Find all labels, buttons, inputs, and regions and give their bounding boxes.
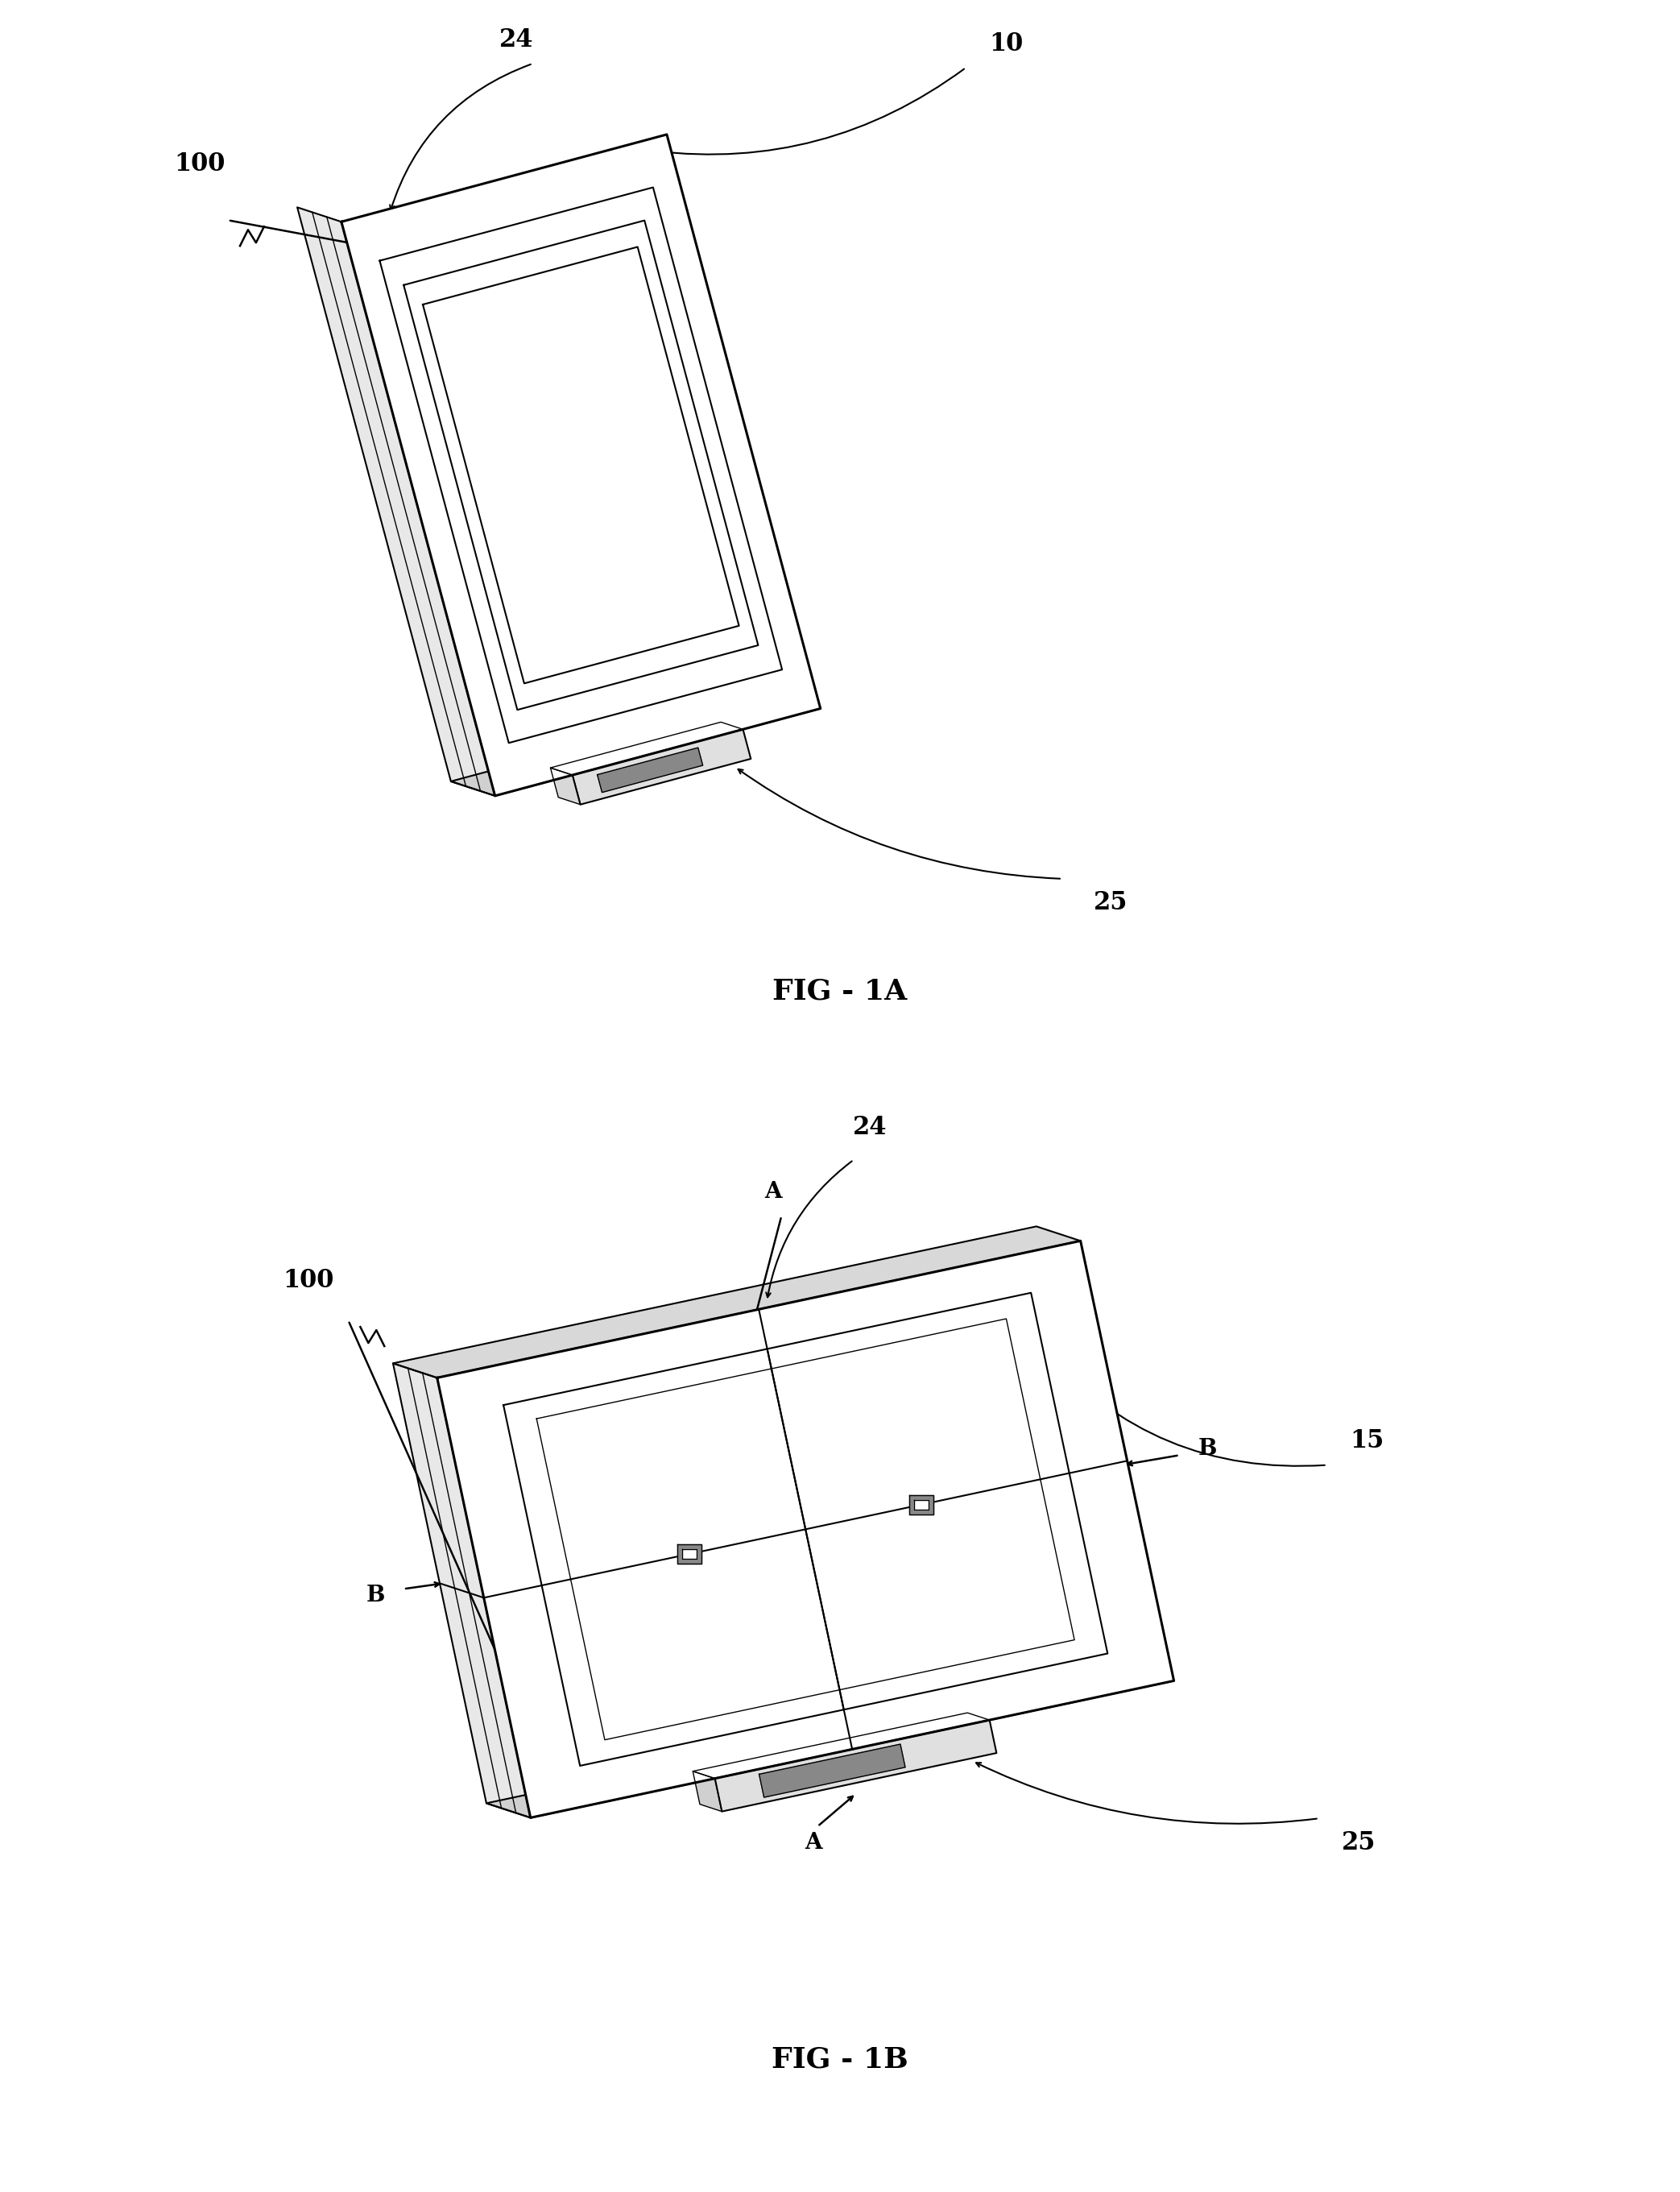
Polygon shape <box>380 186 783 743</box>
Polygon shape <box>403 221 758 710</box>
Polygon shape <box>716 1721 996 1811</box>
Text: 100: 100 <box>175 151 225 178</box>
Polygon shape <box>450 695 820 796</box>
Polygon shape <box>677 1545 702 1563</box>
Text: A: A <box>805 1833 822 1854</box>
Text: 10: 10 <box>990 31 1023 57</box>
Polygon shape <box>487 1666 1174 1817</box>
Text: 24: 24 <box>852 1116 887 1140</box>
Polygon shape <box>598 747 702 791</box>
Text: 100: 100 <box>282 1267 334 1293</box>
Text: FIG - 1B: FIG - 1B <box>771 2045 909 2074</box>
Polygon shape <box>393 1225 1080 1379</box>
Text: B: B <box>366 1585 385 1607</box>
Polygon shape <box>573 730 751 804</box>
Text: FIG - 1A: FIG - 1A <box>773 978 907 1004</box>
Polygon shape <box>692 1712 990 1778</box>
Text: B: B <box>1198 1438 1216 1460</box>
Polygon shape <box>551 721 743 776</box>
Polygon shape <box>437 1241 1174 1817</box>
Polygon shape <box>682 1550 697 1559</box>
Text: 25: 25 <box>1094 890 1127 916</box>
Text: 24: 24 <box>499 26 534 53</box>
Polygon shape <box>909 1495 934 1515</box>
Text: 15: 15 <box>1351 1429 1384 1453</box>
Polygon shape <box>393 1363 531 1817</box>
Polygon shape <box>341 134 820 796</box>
Polygon shape <box>423 248 739 684</box>
Polygon shape <box>551 767 580 804</box>
Polygon shape <box>692 1771 722 1811</box>
Polygon shape <box>536 1320 1075 1740</box>
Text: A: A <box>764 1181 783 1203</box>
Polygon shape <box>759 1745 906 1797</box>
Text: 25: 25 <box>1342 1830 1376 1854</box>
Polygon shape <box>297 208 496 796</box>
Polygon shape <box>504 1293 1107 1767</box>
Polygon shape <box>914 1499 929 1510</box>
